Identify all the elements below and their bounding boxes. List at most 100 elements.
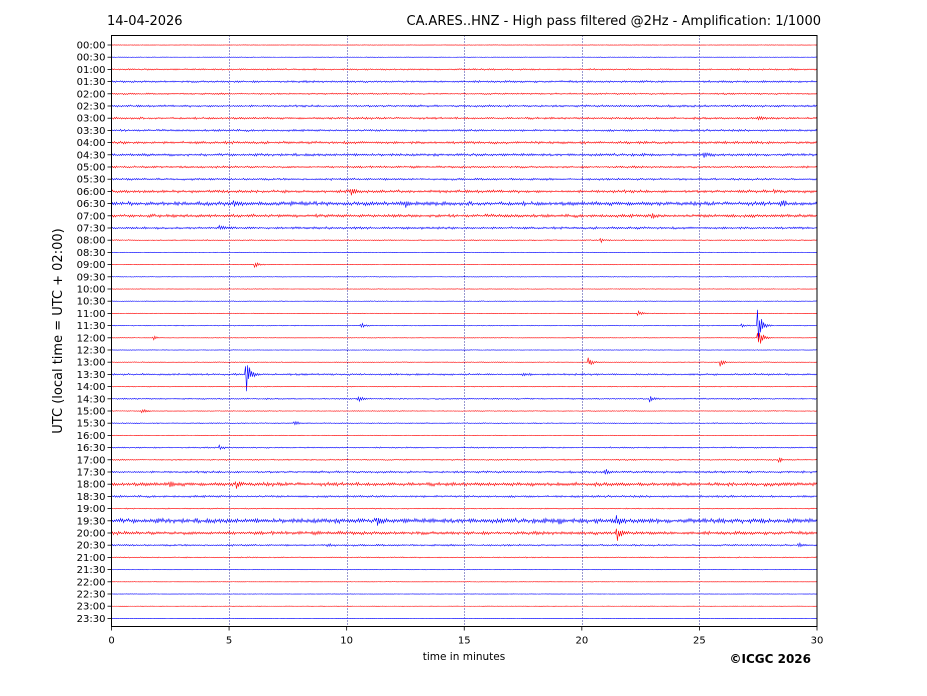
trace-row-0130 [111, 79, 818, 84]
y-tick-label: 10:00 [77, 285, 106, 296]
y-tick-label: 17:30 [77, 468, 106, 479]
trace-row-0300 [111, 115, 818, 121]
y-tick-label: 09:00 [77, 260, 106, 271]
x-tick-label: 20 [575, 636, 588, 647]
y-tick-label: 16:30 [77, 443, 106, 454]
trace-row-1600 [111, 434, 818, 436]
trace-row-1930 [111, 515, 818, 526]
date-label: 14-04-2026 [107, 14, 183, 29]
trace-row-1200 [111, 332, 818, 344]
trace-row-0700 [111, 213, 818, 220]
y-tick-label: 08:00 [77, 236, 106, 247]
trace-row-0630 [111, 200, 818, 208]
trace-row-0600 [111, 188, 818, 196]
y-tick-label: 23:30 [77, 614, 106, 625]
y-tick-label: 10:30 [77, 297, 106, 308]
trace-row-1100 [111, 309, 818, 317]
trace-row-1030 [111, 300, 818, 302]
y-tick-label: 07:00 [77, 211, 106, 222]
trace-row-0900 [111, 262, 818, 269]
x-tick-label: 0 [108, 636, 114, 647]
trace-row-1400 [111, 385, 818, 388]
trace-row-0230 [111, 104, 818, 108]
trace-row-2130 [111, 568, 818, 571]
x-tick-label: 10 [340, 636, 353, 647]
y-tick-label: 04:00 [77, 138, 106, 149]
trace-row-0830 [111, 251, 818, 254]
y-tick-label: 21:00 [77, 553, 106, 564]
trace-row-0530 [111, 177, 818, 181]
chart-title: CA.ARES..HNZ - High pass filtered @2Hz -… [407, 14, 821, 29]
y-tick-label: 17:00 [77, 455, 106, 466]
vertical-gridlines [229, 35, 700, 627]
y-tick-label: 13:00 [77, 358, 106, 369]
y-tick-label: 14:30 [77, 394, 106, 405]
y-tick-label: 09:30 [77, 272, 106, 283]
y-tick-label: 02:30 [77, 102, 106, 113]
trace-row-0430 [111, 152, 818, 158]
trace-row-0030 [111, 56, 818, 58]
y-axis-label: UTC (local time = UTC + 02:00) [51, 228, 66, 433]
y-tick-label: 07:30 [77, 224, 106, 235]
y-tick-label: 22:30 [77, 590, 106, 601]
copyright-label: ©ICGC 2026 [729, 652, 811, 666]
y-tick-label: 00:00 [77, 41, 106, 52]
y-tick-label: 00:30 [77, 53, 106, 64]
y-tick-label: 04:30 [77, 150, 106, 161]
trace-row-0200 [111, 92, 818, 96]
y-tick-label: 15:00 [77, 407, 106, 418]
y-tick-label: 06:00 [77, 187, 106, 198]
y-tick-label: 19:00 [77, 504, 106, 515]
trace-row-0330 [111, 128, 818, 133]
y-tick-label: 08:30 [77, 248, 106, 259]
trace-row-0500 [111, 165, 818, 169]
trace-row-0730 [111, 224, 818, 231]
trace-row-1500 [111, 408, 818, 414]
y-tick-label: 20:00 [77, 529, 106, 540]
y-tick-label: 18:30 [77, 492, 106, 503]
trace-row-1800 [111, 480, 818, 489]
trace-row-2000 [111, 528, 818, 541]
y-tick-label: 12:30 [77, 346, 106, 357]
trace-row-0800 [111, 237, 818, 244]
trace-row-0400 [111, 140, 818, 145]
y-tick-label: 03:30 [77, 126, 106, 137]
trace-row-1530 [111, 420, 818, 426]
y-tick-label: 18:00 [77, 480, 106, 491]
trace-row-1300 [111, 357, 818, 367]
y-tick-label: 14:00 [77, 382, 106, 393]
y-tick-label: 02:00 [77, 89, 106, 100]
trace-row-1730 [111, 469, 818, 475]
y-tick-label: 05:30 [77, 175, 106, 186]
trace-row-0100 [111, 68, 818, 71]
y-tick-label: 20:30 [77, 541, 106, 552]
y-tick-label: 06:30 [77, 199, 106, 210]
x-tick-label: 5 [226, 636, 232, 647]
y-tick-label: 11:30 [77, 321, 106, 332]
trace-row-0930 [111, 276, 818, 278]
trace-row-1230 [111, 349, 818, 351]
y-tick-label: 19:30 [77, 516, 106, 527]
plot-frame [111, 35, 818, 627]
y-tick-label: 15:30 [77, 419, 106, 430]
trace-row-1000 [111, 288, 818, 290]
y-tick-label: 01:00 [77, 65, 106, 76]
x-tick-label: 30 [811, 636, 824, 647]
x-axis-label: time in minutes [423, 651, 505, 663]
trace-row-1630 [111, 444, 818, 451]
y-tick-label: 22:00 [77, 577, 106, 588]
seismic-traces [111, 44, 818, 619]
y-tick-label: 13:30 [77, 370, 106, 381]
x-tick-label: 15 [458, 636, 471, 647]
trace-row-2100 [111, 556, 818, 559]
trace-row-1830 [111, 494, 818, 499]
y-tick-label: 12:00 [77, 333, 106, 344]
y-tick-label: 05:00 [77, 163, 106, 174]
trace-row-1430 [111, 396, 818, 403]
y-tick-label: 21:30 [77, 565, 106, 576]
trace-row-1330 [111, 365, 818, 392]
trace-row-1130 [111, 309, 818, 341]
y-tick-label: 16:00 [77, 431, 106, 442]
x-axis-ticks: 0 5 10 15 20 25 30 [108, 626, 824, 647]
